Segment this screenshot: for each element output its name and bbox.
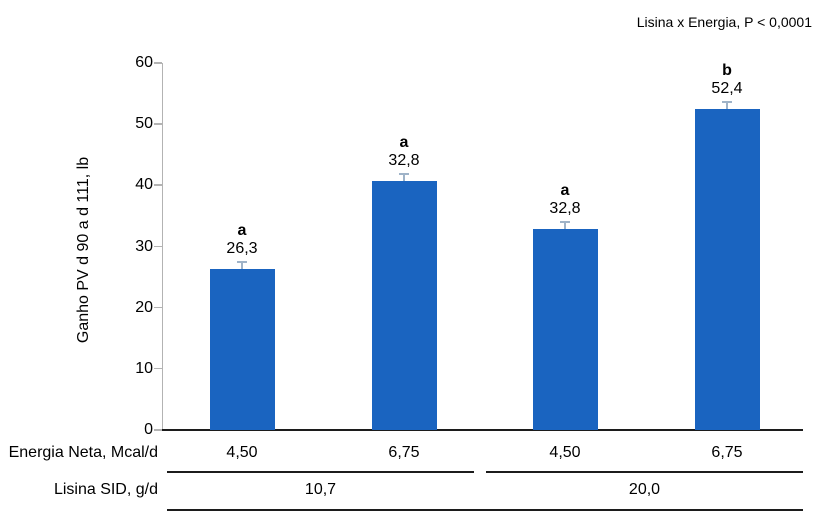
bar [694,109,760,430]
y-tick [154,367,162,370]
y-tick-label: 0 [144,421,153,438]
y-tick [154,184,162,186]
error-bar-stem [403,174,405,182]
y-tick [154,429,162,431]
group-underline [486,471,803,473]
y-tick-label: 10 [135,359,153,377]
group-underline [167,471,474,473]
x-row-label-lisina-sid: Lisina SID, g/d [53,481,158,498]
energia-neta-value: 6,75 [711,444,743,461]
bar-value-label: 52,4 [711,80,743,98]
bar-sig-letter: a [237,222,247,240]
bar [371,181,437,430]
y-tick-label: 40 [135,176,153,194]
table-bottom-line [167,509,803,511]
y-tick [154,245,162,247]
energia-neta-value: 4,50 [549,444,581,461]
bar [532,229,598,430]
lisina-sid-value: 10,7 [304,481,337,498]
interaction-pvalue-annotation: Lisina x Energia, P < 0,0001 [636,14,812,30]
lisina-sid-value: 20,0 [628,481,661,498]
bar-value-label: 26,3 [226,240,258,258]
y-tick [154,306,162,309]
energia-neta-value: 4,50 [226,444,258,461]
energia-neta-value: 6,75 [388,444,420,461]
error-bar-stem [564,222,566,230]
y-tick [154,62,162,64]
bar-sig-letter: a [560,182,570,200]
y-tick-label: 30 [135,237,153,255]
bar [209,269,275,430]
bar-value-label: 32,8 [388,152,420,170]
y-tick [154,123,162,125]
x-axis-line [162,429,803,431]
bar-value-label: 32,8 [549,200,581,218]
error-bar-stem [726,102,728,110]
x-row-label-energia-neta: Energia Neta, Mcal/d [8,444,158,461]
y-tick-label: 20 [135,298,153,316]
error-bar-cap [722,101,732,103]
y-tick-label: 50 [135,115,153,133]
error-bar-cap [237,261,247,263]
bar-sig-letter: b [722,62,732,80]
error-bar-cap [399,173,409,175]
y-tick-label: 60 [135,54,153,71]
error-bar-stem [241,262,243,270]
bar-sig-letter: a [399,134,409,152]
error-bar-cap [560,221,570,223]
y-axis-line [162,63,163,430]
